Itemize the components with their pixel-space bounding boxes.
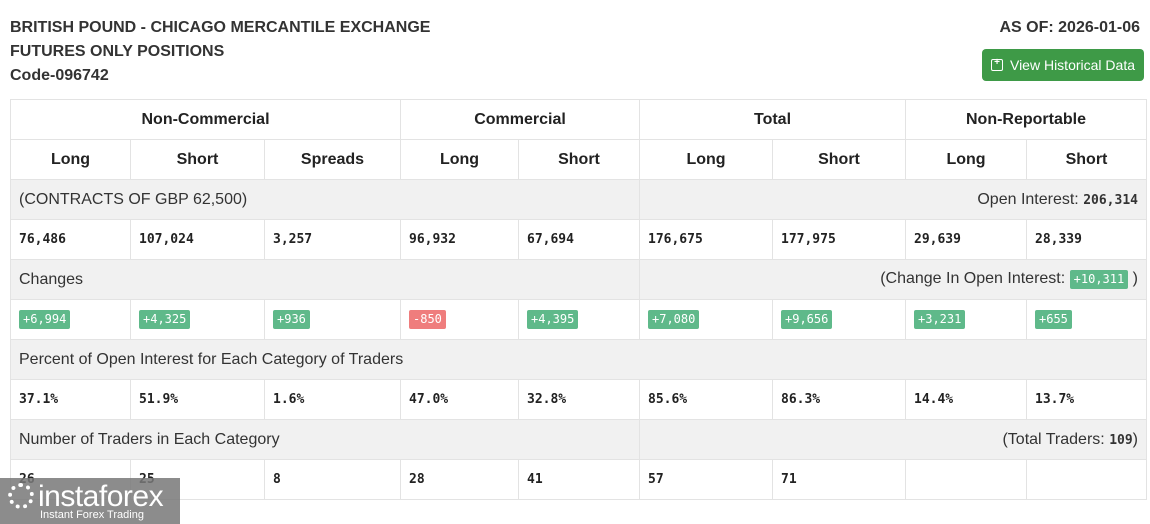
gear-logo-icon — [8, 483, 34, 509]
table-cell — [905, 459, 1027, 500]
table-cell: +655 — [1026, 299, 1147, 340]
change-badge: +4,325 — [139, 310, 191, 329]
change-oi-badge: +10,311 — [1069, 270, 1129, 289]
col-nc-long: Long — [10, 139, 131, 180]
col-c-long: Long — [400, 139, 519, 180]
change-badge: +9,656 — [781, 310, 833, 329]
table-cell: +936 — [264, 299, 401, 340]
contracts-section-row: (CONTRACTS OF GBP 62,500) Open Interest:… — [10, 179, 1147, 220]
change-badge: +4,395 — [527, 310, 579, 329]
table-cell: 37.1% — [10, 379, 131, 420]
table-cell — [1026, 459, 1147, 500]
col-t-short: Short — [772, 139, 906, 180]
table-cell: +3,231 — [905, 299, 1027, 340]
col-nc-short: Short — [130, 139, 265, 180]
table-cell: -850 — [400, 299, 519, 340]
contracts-label: (CONTRACTS OF GBP 62,500) — [10, 179, 640, 220]
change-badge: +7,080 — [648, 310, 700, 329]
traders-section-row: Number of Traders in Each Category (Tota… — [10, 419, 1147, 460]
total-traders-close: ) — [1132, 430, 1138, 448]
table-cell: 86.3% — [772, 379, 906, 420]
change-badge: +3,231 — [914, 310, 966, 329]
changes-label: Changes — [10, 259, 640, 300]
open-interest-label: Open Interest: — [977, 190, 1079, 208]
total-traders-value: 109 — [1109, 432, 1133, 448]
table-cell: 85.6% — [639, 379, 773, 420]
col-c-short: Short — [518, 139, 640, 180]
change-badge: +6,994 — [19, 310, 71, 329]
traders-label: Number of Traders in Each Category — [10, 419, 640, 460]
table-cell: 28 — [400, 459, 519, 500]
col-nr-short: Short — [1026, 139, 1147, 180]
total-traders-label: (Total Traders: — [1002, 430, 1105, 448]
col-nr-long: Long — [905, 139, 1027, 180]
changes-section-row: Changes (Change In Open Interest: +10,31… — [10, 259, 1147, 300]
group-commercial: Commercial — [400, 99, 640, 140]
table-cell: 3,257 — [264, 219, 401, 260]
calendar-plus-icon — [990, 57, 1003, 71]
open-interest: Open Interest: 206,314 — [639, 179, 1147, 220]
change-badge: -850 — [409, 310, 446, 329]
table-cell: 57 — [639, 459, 773, 500]
view-historical-data-label: View Historical Data — [1009, 57, 1135, 73]
table-cell: 67,694 — [518, 219, 640, 260]
table-cell: +9,656 — [772, 299, 906, 340]
table-cell: +6,994 — [10, 299, 131, 340]
group-total: Total — [639, 99, 906, 140]
table-cell: +7,080 — [639, 299, 773, 340]
table-cell: 107,024 — [130, 219, 265, 260]
table-cell: 29,639 — [905, 219, 1027, 260]
changes-row: +6,994 +4,325 +936 -850 +4,395 +7,080 +9… — [10, 299, 1147, 340]
instaforex-watermark: instaforex Instant Forex Trading — [0, 478, 180, 524]
table-cell: 47.0% — [400, 379, 519, 420]
group-header-row: Non-Commercial Commercial Total Non-Repo… — [10, 99, 1147, 140]
table-cell: 51.9% — [130, 379, 265, 420]
table-cell: 1.6% — [264, 379, 401, 420]
percent-label: Percent of Open Interest for Each Catego… — [10, 339, 1147, 380]
watermark-logo: instaforex — [8, 480, 164, 513]
change-open-interest: (Change In Open Interest: +10,311 ) — [639, 259, 1147, 300]
report-title: BRITISH POUND - CHICAGO MERCANTILE EXCHA… — [10, 19, 431, 36]
table-cell: 28,339 — [1026, 219, 1147, 260]
positions-row: 76,486 107,024 3,257 96,932 67,694 176,6… — [10, 219, 1147, 260]
table-cell: 32.8% — [518, 379, 640, 420]
table-cell: +4,395 — [518, 299, 640, 340]
percent-row: 37.1% 51.9% 1.6% 47.0% 32.8% 85.6% 86.3%… — [10, 379, 1147, 420]
change-badge: +936 — [273, 310, 310, 329]
open-interest-value: 206,314 — [1083, 192, 1138, 208]
table-cell: +4,325 — [130, 299, 265, 340]
total-traders: (Total Traders: 109) — [639, 419, 1147, 460]
change-oi-close: ) — [1132, 270, 1138, 287]
column-header-row: Long Short Spreads Long Short Long Short… — [10, 139, 1147, 180]
report-code: Code-096742 — [10, 67, 109, 84]
group-non-reportable: Non-Reportable — [905, 99, 1147, 140]
group-non-commercial: Non-Commercial — [10, 99, 401, 140]
col-nc-spreads: Spreads — [264, 139, 401, 180]
percent-section-row: Percent of Open Interest for Each Catego… — [10, 339, 1147, 380]
report-title-block: BRITISH POUND - CHICAGO MERCANTILE EXCHA… — [10, 16, 430, 88]
cot-positions-table: Non-Commercial Commercial Total Non-Repo… — [10, 99, 1147, 500]
table-cell: 14.4% — [905, 379, 1027, 420]
traders-row: 26 25 8 28 41 57 71 — [10, 459, 1147, 500]
view-historical-data-button[interactable]: View Historical Data — [982, 49, 1144, 81]
watermark-brand: instaforex — [38, 480, 164, 513]
table-cell: 13.7% — [1026, 379, 1147, 420]
change-badge: +655 — [1035, 310, 1072, 329]
table-cell: 8 — [264, 459, 401, 500]
col-t-long: Long — [639, 139, 773, 180]
change-oi-label: (Change In Open Interest: — [880, 270, 1066, 287]
watermark-tagline: Instant Forex Trading — [40, 509, 144, 521]
table-cell: 96,932 — [400, 219, 519, 260]
table-cell: 176,675 — [639, 219, 773, 260]
report-subtitle: FUTURES ONLY POSITIONS — [10, 43, 225, 60]
as-of-date: AS OF: 2026-01-06 — [999, 19, 1140, 36]
table-cell: 76,486 — [10, 219, 131, 260]
table-cell: 177,975 — [772, 219, 906, 260]
table-cell: 71 — [772, 459, 906, 500]
table-cell: 41 — [518, 459, 640, 500]
